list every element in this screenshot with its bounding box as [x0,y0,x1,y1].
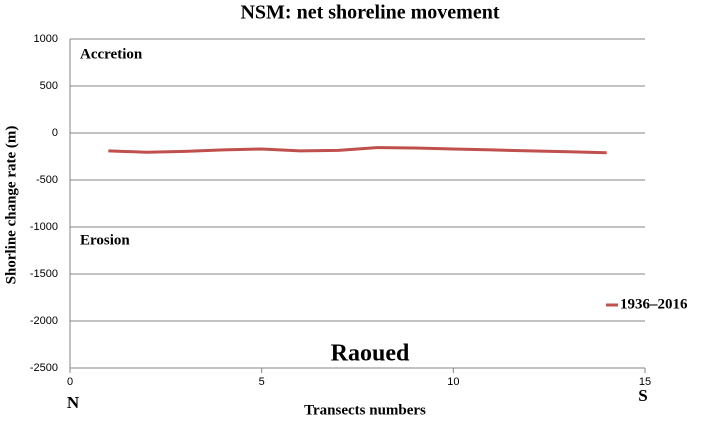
x-tick-label: 5 [259,376,265,388]
x-tick-label: 0 [67,376,73,388]
x-tick-label: 15 [639,376,651,388]
y-tick-label: -2000 [30,315,58,327]
y-tick-label: -2500 [30,362,58,374]
annotation: Raoued [331,341,410,367]
chart-title: NSM: net shoreline movement [240,2,499,24]
y-tick-label: -1500 [30,268,58,280]
y-tick-label: -500 [36,174,58,186]
y-tick-label: 500 [40,80,58,92]
y-tick-label: -1000 [30,221,58,233]
y-axis-label: Shorline change rate (m) [3,126,19,285]
annotation: Erosion [80,232,130,248]
annotation: S [638,386,647,405]
legend-label: 1936–2016 [620,296,688,312]
y-tick-label: 0 [52,127,58,139]
annotation: Accretion [80,46,143,62]
series-line [108,146,607,155]
x-tick-label: 10 [447,376,459,388]
annotation: N [67,393,80,412]
y-tick-label: 1000 [34,33,58,45]
x-axis-label: Transects numbers [304,402,426,418]
